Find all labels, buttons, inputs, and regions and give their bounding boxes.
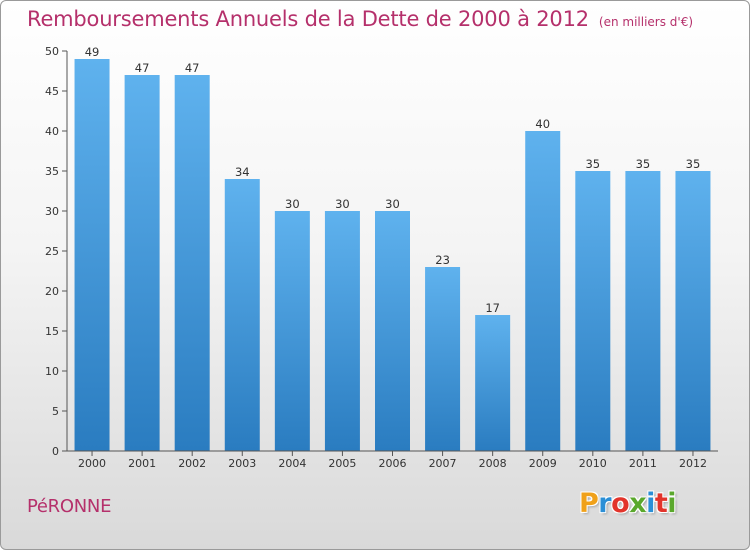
bar-2002	[174, 75, 210, 451]
bar-2007	[425, 267, 461, 451]
x-tick-label: 2003	[228, 457, 256, 470]
logo-letter: r	[598, 488, 612, 519]
data-label: 34	[235, 165, 250, 179]
unit-note: (en milliers d'€)	[598, 15, 694, 29]
y-tick-label: 15	[45, 325, 59, 338]
x-axis: 2000 2001 2002 2003 2004 2005 2006 2007 2008 2009…	[67, 450, 718, 470]
y-tick-label: 40	[45, 125, 59, 138]
logo-letter: x	[629, 488, 647, 519]
x-tick-label: 2007	[429, 457, 457, 470]
x-tick-label: 2009	[529, 457, 557, 470]
y-tick-label: 35	[45, 165, 59, 178]
bar-2010	[575, 171, 611, 451]
bar-2011	[625, 171, 661, 451]
y-tick-label: 10	[45, 365, 59, 378]
data-label: 17	[485, 301, 500, 315]
data-label: 30	[385, 197, 400, 211]
x-tick-label: 2006	[379, 457, 407, 470]
y-tick-label: 20	[45, 285, 59, 298]
bars: 49 47 47 34 30 30 30 23 17 40 35 35 35	[74, 45, 711, 451]
data-label: 35	[636, 157, 651, 171]
data-label: 40	[535, 117, 550, 131]
chart-title: Remboursements Annuels de la Dette de 20…	[27, 7, 693, 31]
logo-letter: t	[654, 488, 668, 519]
data-label: 23	[435, 253, 450, 267]
logo-letter: i	[667, 488, 677, 519]
bar-2009	[525, 131, 561, 451]
bar-2001	[124, 75, 160, 451]
chart-title-text: Remboursements Annuels de la Dette de 20…	[27, 7, 589, 31]
bar-2000	[74, 59, 110, 451]
y-tick-label: 0	[52, 445, 59, 458]
bar-2012	[675, 171, 711, 451]
y-tick-label: 50	[45, 45, 59, 58]
bar-2006	[375, 211, 410, 451]
commune-name: PéRONNE	[27, 496, 112, 517]
x-tick-label: 2002	[178, 457, 206, 470]
x-tick-label: 2005	[328, 457, 356, 470]
x-tick-label: 2012	[679, 457, 707, 470]
logo-letter: i	[646, 488, 655, 519]
logo-letter: P	[579, 488, 599, 519]
data-label: 35	[686, 157, 701, 171]
bar-2003	[224, 179, 260, 451]
data-label: 30	[285, 197, 300, 211]
y-tick-label: 5	[52, 405, 59, 418]
x-tick-label: 2011	[629, 457, 657, 470]
bar-2008	[475, 315, 511, 451]
data-label: 30	[335, 197, 350, 211]
data-label: 47	[135, 61, 150, 75]
y-tick-label: 45	[45, 85, 59, 98]
x-tick-label: 2004	[278, 457, 306, 470]
x-tick-label: 2001	[128, 457, 156, 470]
data-label: 35	[585, 157, 600, 171]
y-axis: 0 5 10 15 20 25 30 35 40 45 50	[45, 45, 68, 458]
y-tick-label: 25	[45, 245, 59, 258]
x-tick-label: 2000	[78, 457, 106, 470]
proxiti-logo: Proxiti	[579, 488, 677, 519]
logo-letter: o	[611, 488, 630, 519]
x-tick-label: 2010	[579, 457, 607, 470]
data-label: 49	[85, 45, 100, 59]
bar-2004	[274, 211, 310, 451]
x-tick-label: 2008	[479, 457, 507, 470]
y-tick-label: 30	[45, 205, 59, 218]
bar-2005	[324, 211, 360, 451]
data-label: 47	[185, 61, 200, 75]
